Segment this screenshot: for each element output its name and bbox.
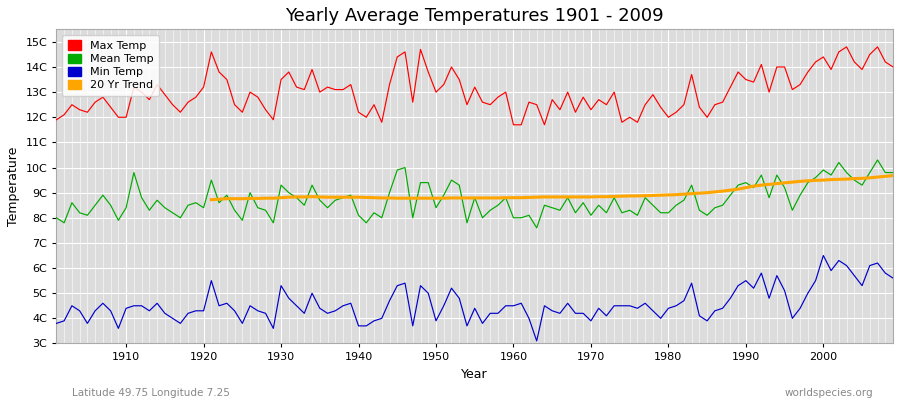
Text: Latitude 49.75 Longitude 7.25: Latitude 49.75 Longitude 7.25 xyxy=(72,388,230,398)
Y-axis label: Temperature: Temperature xyxy=(7,147,20,226)
Text: worldspecies.org: worldspecies.org xyxy=(785,388,873,398)
Title: Yearly Average Temperatures 1901 - 2009: Yearly Average Temperatures 1901 - 2009 xyxy=(285,7,664,25)
Legend: Max Temp, Mean Temp, Min Temp, 20 Yr Trend: Max Temp, Mean Temp, Min Temp, 20 Yr Tre… xyxy=(62,35,159,96)
X-axis label: Year: Year xyxy=(462,368,488,381)
